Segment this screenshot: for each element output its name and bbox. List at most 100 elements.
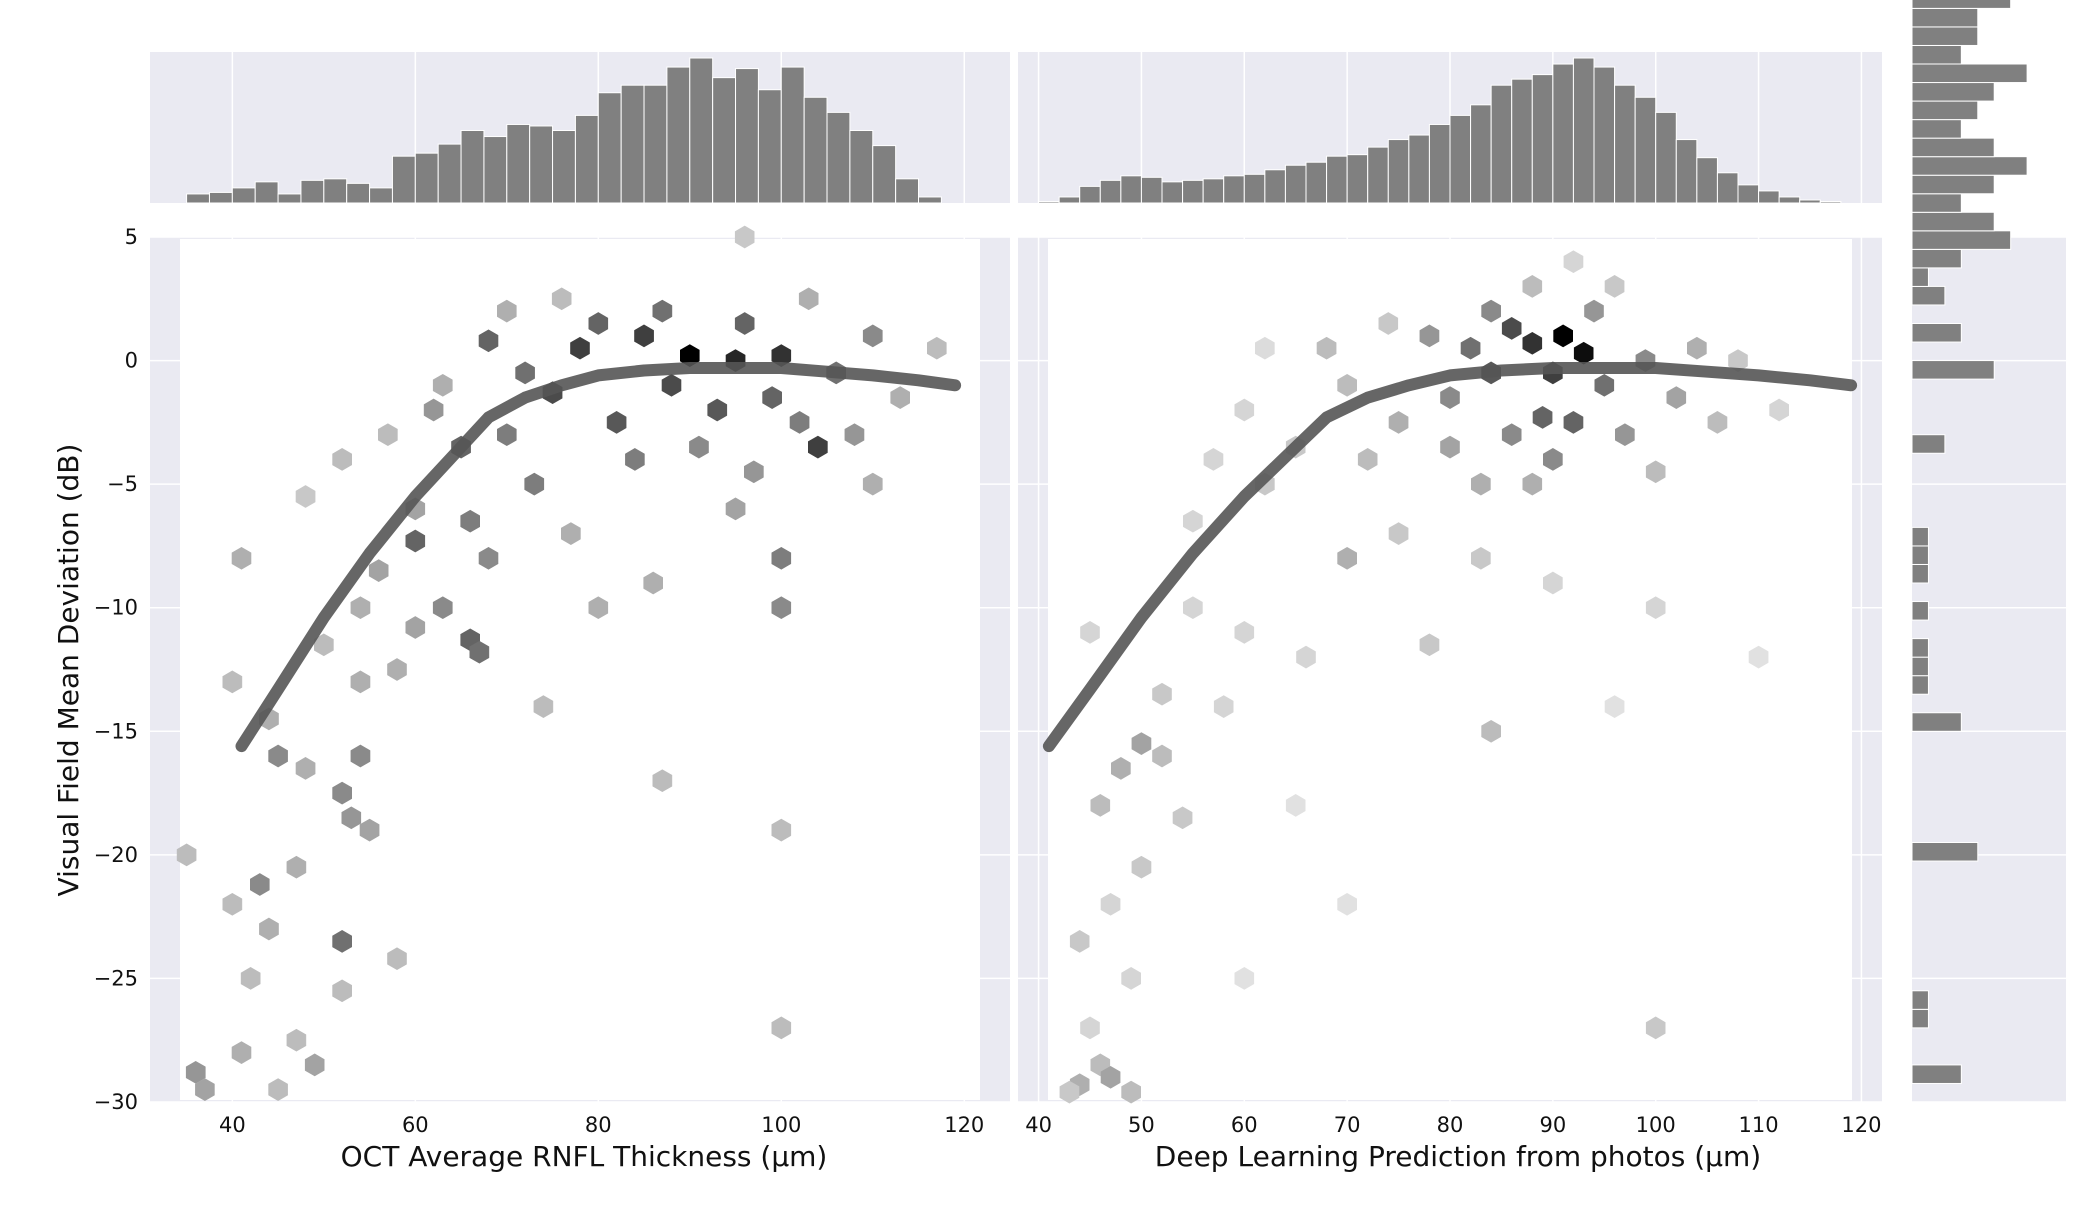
right-hexbin xyxy=(1707,411,1728,434)
left-y-tick-label: −5 xyxy=(107,472,138,496)
right-top-hist-bar xyxy=(1819,200,1842,204)
side-hist-bar xyxy=(1911,7,1979,28)
right-top-hist-bar xyxy=(1408,134,1430,204)
side-hist-bar xyxy=(1911,267,1929,287)
right-top-hist-bar xyxy=(1284,164,1307,204)
left-hexbin xyxy=(862,472,883,496)
right-hexbin xyxy=(1471,472,1491,496)
left-top-hist-bar xyxy=(712,77,737,204)
right-hexbin xyxy=(1748,645,1769,669)
side-hist-bar xyxy=(1911,137,1995,158)
left-top-hist-bar xyxy=(254,181,279,204)
left-hexbin xyxy=(295,485,316,508)
right-hexbin xyxy=(1388,411,1409,434)
left-hexbin xyxy=(762,386,782,409)
left-hexbin xyxy=(734,225,755,249)
left-hexbin xyxy=(176,843,197,867)
right-hexbin xyxy=(1131,732,1152,755)
right-hexbin xyxy=(1059,1080,1080,1104)
right-top-hist-bar xyxy=(1120,175,1142,204)
left-hexbin xyxy=(478,546,499,570)
right-hexbin xyxy=(1357,448,1378,471)
right-hexbin xyxy=(1645,460,1666,484)
right-fit-line xyxy=(1042,362,1858,753)
left-top-hist-bar xyxy=(826,111,851,204)
right-x-axis-title: Deep Learning Prediction from photos (µm… xyxy=(1155,1140,1761,1173)
right-top-hist-bar xyxy=(1326,155,1348,204)
right-hexbin xyxy=(1501,317,1522,340)
left-top-hist-bar xyxy=(872,145,897,204)
left-hexbin xyxy=(332,979,352,1003)
side-hist-bar xyxy=(1911,360,1995,380)
right-top-hist-bar xyxy=(1367,146,1389,204)
right-x-tick-label: 80 xyxy=(1437,1113,1464,1137)
left-top-hist-bar xyxy=(208,191,233,204)
left-hexbin xyxy=(798,287,819,311)
left-top-hist-bar xyxy=(460,130,485,204)
right-top-histogram xyxy=(1018,52,1882,204)
right-top-hist-bar xyxy=(1161,181,1184,204)
right-top-hist-bar xyxy=(1531,74,1554,204)
left-hexbin xyxy=(725,497,746,521)
left-hexbin xyxy=(643,571,663,595)
left-fit-line xyxy=(235,362,962,753)
left-y-tick-label: 0 xyxy=(125,349,138,373)
right-hexbin xyxy=(1645,596,1666,620)
side-hist-bar xyxy=(1911,248,1962,269)
right-hexbin xyxy=(1666,386,1687,409)
left-hexbin xyxy=(378,423,398,447)
right-hexbin xyxy=(1419,324,1440,348)
left-hexbin xyxy=(771,546,792,570)
side-hist-bar xyxy=(1911,193,1962,213)
left-hexbin xyxy=(259,917,279,941)
left-hexbin xyxy=(460,509,480,533)
side-hist-bar xyxy=(1911,842,1979,862)
left-hexbin xyxy=(405,616,426,639)
right-top-hist-bar xyxy=(1758,190,1780,204)
left-hexbin xyxy=(268,744,288,768)
right-hexbin xyxy=(1604,275,1625,298)
right-x-tick-label: 60 xyxy=(1231,1113,1258,1137)
right-joint-panel: 40 50 60 70 80 90 100 110 120 xyxy=(1018,236,1882,1137)
right-side-histogram xyxy=(1911,0,2066,1103)
left-x-tick-label: 60 xyxy=(402,1113,429,1137)
left-hexbin xyxy=(588,312,609,335)
left-hexbin xyxy=(625,448,645,471)
side-hist-bar xyxy=(1911,44,1962,65)
left-hexbin xyxy=(890,386,910,409)
right-hexbin xyxy=(1337,373,1357,397)
left-x-tick-label: 100 xyxy=(761,1113,801,1137)
left-x-axis-title: OCT Average RNFL Thickness (µm) xyxy=(341,1140,828,1173)
y-axis-title: Visual Field Mean Deviation (dB) xyxy=(52,444,85,897)
right-hexbin xyxy=(1522,472,1543,496)
left-top-hist-bar xyxy=(895,178,920,204)
right-hexbin xyxy=(1337,892,1357,916)
left-hexbin xyxy=(350,670,371,694)
right-top-hist-bar xyxy=(1470,104,1492,204)
right-hexbin xyxy=(1645,1016,1666,1040)
left-hexbin xyxy=(332,930,352,953)
right-top-hist-bar xyxy=(1305,161,1328,204)
left-top-hist-bar xyxy=(231,187,256,204)
side-hist-bar xyxy=(1911,63,2028,84)
side-hist-bar xyxy=(1911,712,1962,732)
right-hexbin xyxy=(1152,744,1172,768)
right-hexbin xyxy=(1563,411,1584,434)
right-hexbin xyxy=(1584,299,1604,323)
right-hexbin xyxy=(1604,695,1625,718)
right-top-hist-bar xyxy=(1449,114,1472,204)
right-top-hist-bar xyxy=(1387,139,1410,204)
left-hexbin xyxy=(771,1016,792,1040)
side-hist-bar xyxy=(1911,230,2012,250)
side-hist-bar xyxy=(1911,656,1929,677)
right-hexbin xyxy=(1419,633,1440,657)
left-hexbin xyxy=(497,299,517,323)
right-top-hist-bar xyxy=(1182,179,1204,204)
left-hexbin xyxy=(652,769,673,793)
left-top-hist-bar xyxy=(300,179,325,204)
left-top-hist-bar xyxy=(780,66,805,204)
left-hexbin xyxy=(195,1078,215,1101)
right-top-hist-bar xyxy=(1490,84,1513,204)
left-top-hist-bar xyxy=(735,68,759,204)
left-hexbin xyxy=(185,1060,206,1084)
